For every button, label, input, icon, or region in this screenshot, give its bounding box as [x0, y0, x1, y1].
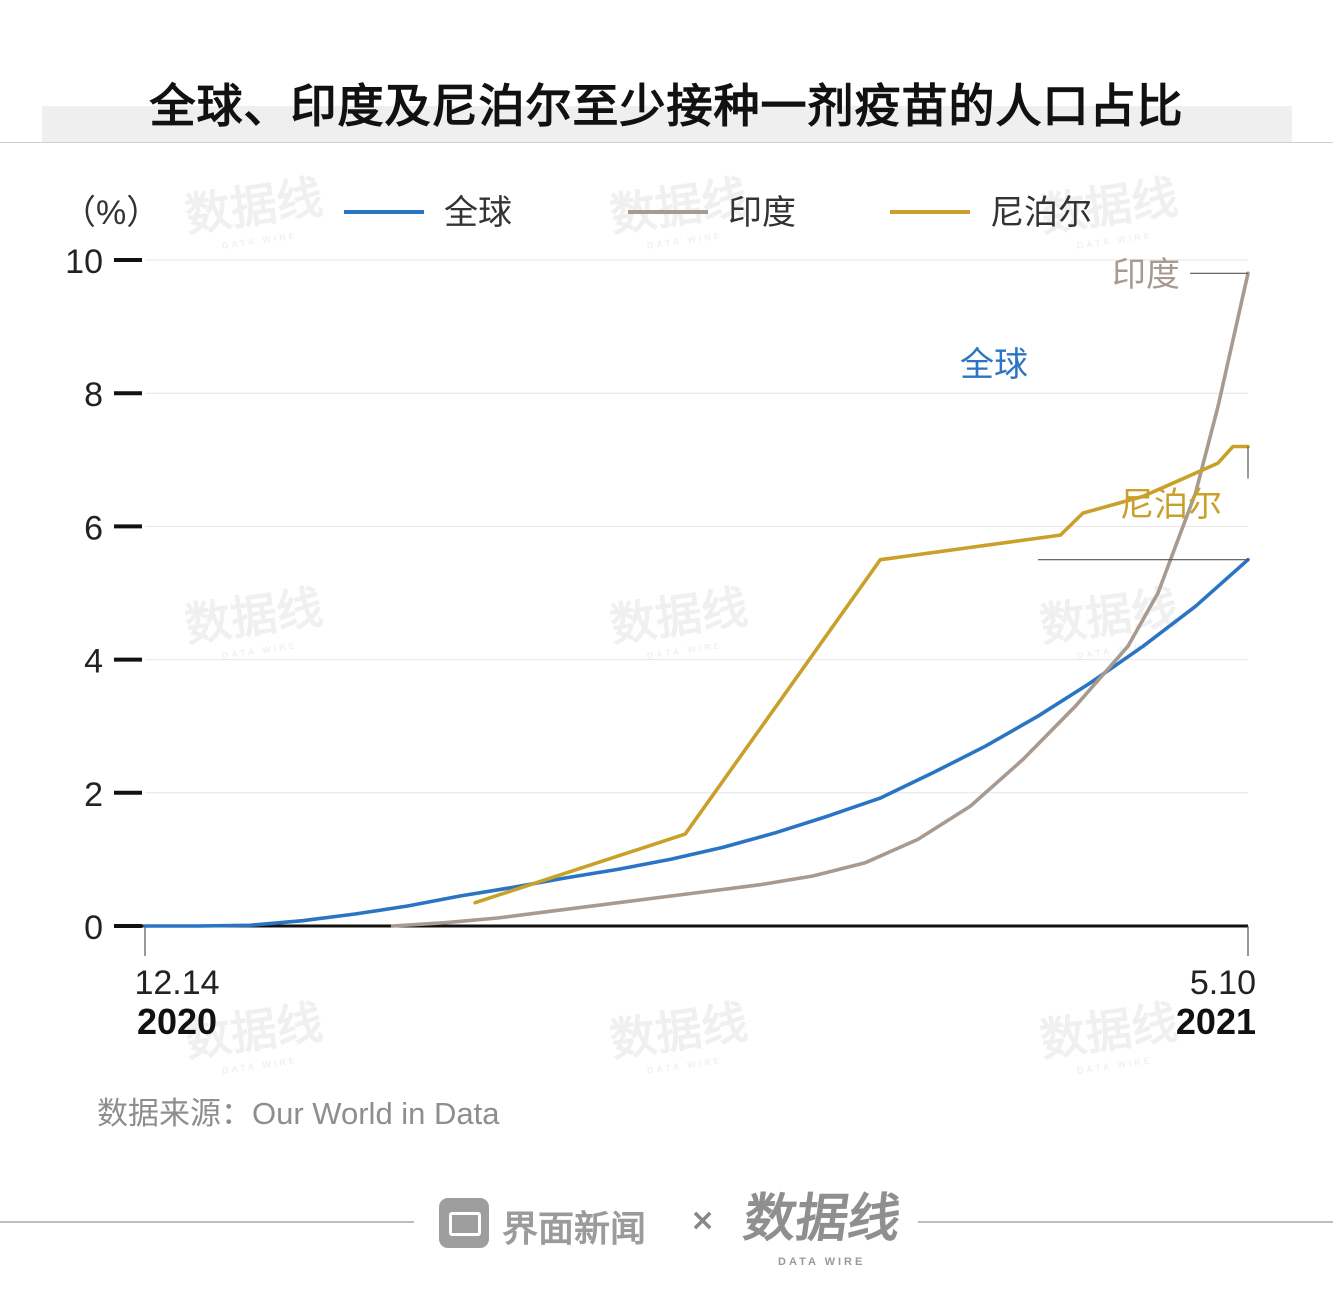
brand-name: 界面新闻	[502, 1209, 647, 1250]
series-layer	[143, 271, 1250, 928]
footer-rule-left	[0, 1221, 414, 1223]
end-label-nepal: 尼泊尔	[1120, 485, 1222, 525]
footer-rule-right	[918, 1221, 1333, 1223]
y-tick-label: 8	[84, 376, 103, 414]
series-line-global	[143, 557, 1250, 928]
jiemian-logo-icon	[439, 1198, 489, 1248]
x-tick-label: 12.14	[134, 964, 219, 1002]
legend-label-nepal: 尼泊尔	[990, 193, 1092, 233]
legend-label-india: 印度	[728, 193, 796, 233]
y-tick-label: 4	[84, 643, 103, 681]
y-tick-label: 0	[84, 909, 103, 947]
end-label-india: 印度	[1112, 255, 1180, 295]
chart-title: 全球、印度及尼泊尔至少接种一剂疫苗的人口占比	[149, 79, 1184, 133]
legend-label-global: 全球	[444, 193, 512, 233]
series-line-nepal	[473, 444, 1250, 905]
y-tick-label: 6	[84, 509, 103, 547]
legend: （%） 全球 印度 尼泊尔	[62, 193, 1092, 233]
line-chart: 024681012.1420205.102021 全球印度尼泊尔 （%） 全球印…	[62, 193, 1256, 1042]
datawire-logo-sub: DATA WIRE	[778, 1256, 866, 1268]
grid-layer	[145, 259, 1248, 794]
y-tick-label: 10	[65, 243, 103, 281]
source-note: 数据来源：Our World in Data	[97, 1096, 500, 1131]
y-unit-label: （%）	[62, 194, 160, 232]
collab-times: ×	[690, 1203, 716, 1238]
x-tick-year: 2020	[137, 1001, 217, 1042]
end-label-global: 全球	[960, 345, 1028, 385]
x-tick-label: 5.10	[1190, 964, 1256, 1002]
y-tick-label: 2	[84, 776, 103, 814]
title-band	[42, 106, 1292, 142]
title-divider	[0, 142, 1333, 143]
x-tick-year: 2021	[1176, 1001, 1256, 1042]
series-line-india	[390, 271, 1250, 928]
datawire-logo: 数据线	[740, 1189, 905, 1249]
